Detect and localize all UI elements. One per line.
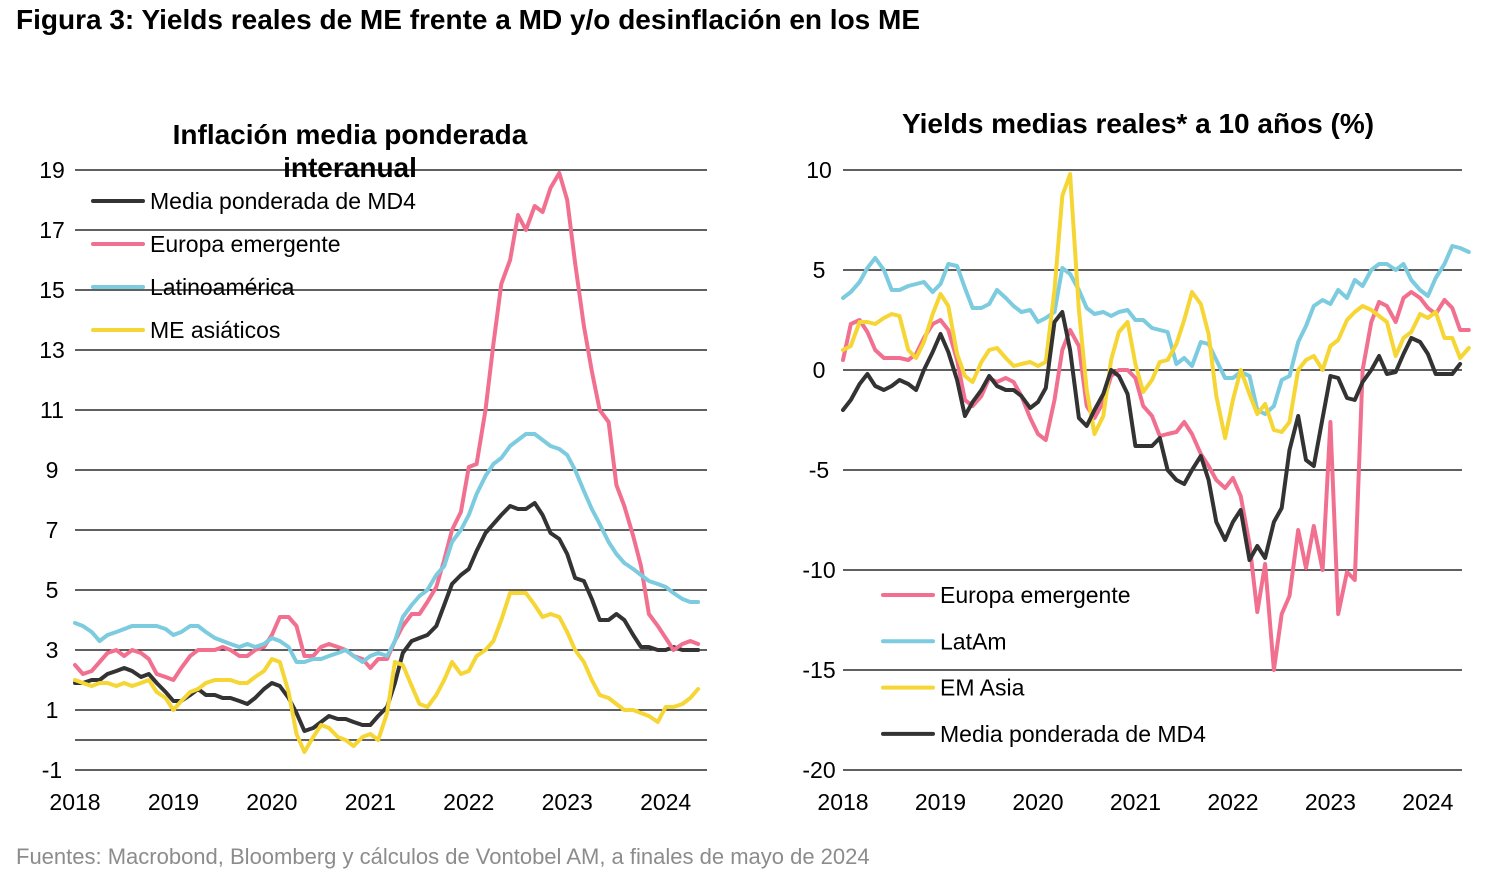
y-tick-label: 10 — [806, 157, 832, 183]
x-tick-label: 2022 — [1207, 789, 1258, 815]
legend-label: Europa emergente — [940, 582, 1131, 608]
x-tick-label: 2020 — [246, 789, 297, 815]
x-tick-label: 2019 — [148, 789, 199, 815]
series-line-2 — [73, 432, 701, 664]
y-tick-label: -1 — [42, 757, 62, 783]
legend-label: Media ponderada de MD4 — [150, 188, 416, 214]
legend-label: ME asiáticos — [150, 317, 280, 343]
x-tick-label: 2021 — [1110, 789, 1161, 815]
y-tick-label: 15 — [39, 277, 65, 303]
series-line-0 — [841, 290, 1471, 672]
chart-title: Yields medias reales* a 10 años (%) — [902, 108, 1374, 139]
y-tick-label: -20 — [802, 757, 835, 783]
source-note: Fuentes: Macrobond, Bloomberg y cálculos… — [16, 844, 870, 869]
x-tick-label: 2024 — [1402, 789, 1453, 815]
series-line-1 — [73, 171, 701, 682]
x-tick-label: 2023 — [542, 789, 593, 815]
y-tick-label: 5 — [813, 257, 826, 283]
x-tick-label: 2020 — [1012, 789, 1063, 815]
series-line-1 — [841, 244, 1471, 416]
figure-title: Figura 3: Yields reales de ME frente a M… — [16, 4, 921, 35]
x-tick-label: 2018 — [49, 789, 100, 815]
x-tick-label: 2021 — [345, 789, 396, 815]
y-tick-label: 19 — [39, 157, 65, 183]
series-line-3 — [73, 591, 701, 754]
x-tick-label: 2022 — [443, 789, 494, 815]
y-tick-label: 11 — [40, 397, 64, 423]
y-tick-label: -5 — [809, 457, 829, 483]
legend-label: LatAm — [940, 628, 1006, 654]
y-tick-label: 5 — [46, 577, 59, 603]
x-tick-label: 2023 — [1305, 789, 1356, 815]
y-tick-label: 9 — [46, 457, 59, 483]
legend-label: Latinoamérica — [150, 274, 295, 300]
x-tick-label: 2018 — [817, 789, 868, 815]
series-line-2 — [841, 172, 1471, 440]
y-tick-label: 3 — [46, 637, 59, 663]
y-tick-label: -10 — [802, 557, 835, 583]
x-tick-label: 2019 — [915, 789, 966, 815]
legend-label: Europa emergente — [150, 231, 341, 257]
y-tick-label: 17 — [39, 217, 65, 243]
chart-real-yields: 10 5 0 -5 -10 -15 -20 2018 2019 2020 2021 2022 2023 2… — [802, 108, 1471, 815]
chart-title: Inflación media ponderada — [173, 119, 528, 150]
legend-label: Media ponderada de MD4 — [940, 721, 1206, 747]
y-tick-label: -15 — [802, 657, 835, 683]
x-tick-label: 2024 — [640, 789, 691, 815]
chart-inflation: 19 17 15 13 11 9 7 5 3 1 -1 2018 2019 2020 2021 2022 202… — [39, 119, 707, 815]
chart-title: interanual — [283, 152, 417, 183]
y-tick-label: 7 — [46, 517, 59, 543]
legend-label: EM Asia — [940, 675, 1025, 701]
y-tick-label: 13 — [39, 337, 65, 363]
series-line-3 — [841, 310, 1463, 562]
y-tick-label: 0 — [813, 357, 826, 383]
y-tick-label: 1 — [46, 697, 59, 723]
